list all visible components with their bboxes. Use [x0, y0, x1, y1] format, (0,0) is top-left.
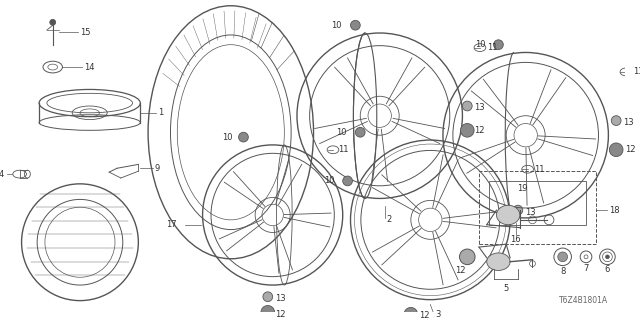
Bar	[479, 171, 596, 244]
Text: 3: 3	[435, 310, 440, 319]
Circle shape	[609, 143, 623, 156]
Text: 10: 10	[324, 176, 335, 185]
Text: 10: 10	[475, 40, 486, 49]
Circle shape	[351, 20, 360, 30]
Text: 10: 10	[222, 132, 232, 142]
Text: 12: 12	[419, 311, 429, 320]
Circle shape	[263, 292, 273, 301]
Text: 17: 17	[166, 220, 176, 229]
Circle shape	[558, 252, 568, 262]
Text: 12: 12	[474, 126, 484, 135]
Text: 18: 18	[609, 206, 620, 215]
Text: 12: 12	[276, 310, 286, 319]
Text: 5: 5	[504, 284, 509, 293]
Ellipse shape	[497, 205, 520, 225]
Text: 13: 13	[275, 294, 285, 303]
Bar	[489, 181, 586, 225]
Circle shape	[50, 20, 56, 25]
Text: 19: 19	[518, 184, 528, 193]
Text: T6Z4B1801A: T6Z4B1801A	[559, 296, 608, 305]
Text: 13: 13	[474, 103, 484, 112]
Text: 10: 10	[331, 21, 342, 30]
Text: 4: 4	[0, 170, 4, 179]
Text: 11: 11	[338, 145, 348, 154]
Text: 6: 6	[605, 265, 610, 274]
Circle shape	[355, 127, 365, 137]
Text: 2: 2	[387, 215, 392, 224]
Circle shape	[261, 306, 275, 319]
Circle shape	[239, 132, 248, 142]
Text: 11: 11	[487, 43, 497, 52]
Circle shape	[611, 116, 621, 125]
Text: 8: 8	[560, 267, 565, 276]
Circle shape	[343, 176, 353, 186]
Circle shape	[460, 124, 474, 137]
Circle shape	[513, 205, 523, 215]
Text: 11: 11	[534, 165, 545, 174]
Circle shape	[404, 308, 418, 320]
Text: 13: 13	[525, 208, 535, 217]
Text: 10: 10	[336, 128, 346, 137]
Text: 12: 12	[454, 266, 465, 275]
Circle shape	[605, 255, 609, 259]
Text: 12: 12	[625, 145, 636, 154]
Text: 1: 1	[158, 108, 163, 117]
Circle shape	[493, 40, 503, 50]
Text: 14: 14	[84, 63, 94, 72]
Circle shape	[463, 101, 472, 111]
Text: 15: 15	[80, 28, 90, 36]
Text: 9: 9	[155, 164, 160, 173]
Text: 13: 13	[623, 118, 634, 127]
Circle shape	[460, 249, 475, 265]
Ellipse shape	[487, 253, 510, 270]
Text: 11: 11	[633, 68, 640, 76]
Text: 16: 16	[510, 235, 521, 244]
Text: 7: 7	[583, 264, 589, 273]
